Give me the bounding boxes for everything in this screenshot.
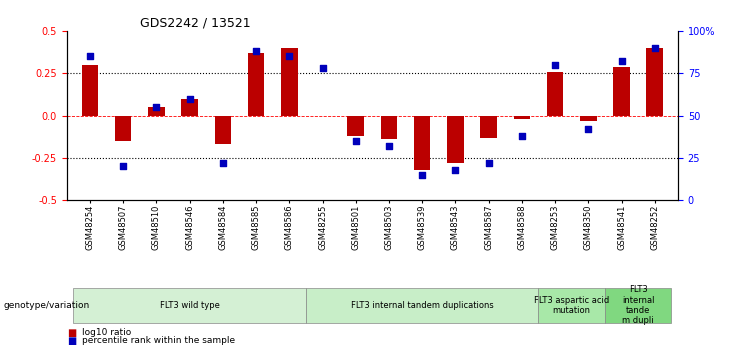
Text: FLT3 wild type: FLT3 wild type bbox=[159, 301, 219, 310]
Text: ■: ■ bbox=[67, 328, 76, 338]
Bar bbox=[247, 53, 265, 116]
Point bbox=[217, 160, 229, 166]
Point bbox=[482, 160, 494, 166]
Bar bbox=[82, 65, 99, 116]
Point bbox=[450, 167, 462, 172]
Text: FLT3 aspartic acid
mutation: FLT3 aspartic acid mutation bbox=[534, 296, 609, 315]
Point bbox=[383, 143, 395, 149]
Point bbox=[84, 54, 96, 59]
Text: ■: ■ bbox=[67, 336, 76, 345]
Point bbox=[549, 62, 561, 68]
Bar bbox=[414, 116, 431, 170]
Bar bbox=[447, 116, 464, 163]
Point bbox=[616, 59, 628, 64]
Bar bbox=[215, 116, 231, 144]
Point bbox=[150, 104, 162, 110]
Point bbox=[516, 133, 528, 139]
Bar bbox=[514, 116, 530, 119]
Point bbox=[250, 49, 262, 54]
Point bbox=[283, 54, 295, 59]
Bar bbox=[580, 116, 597, 121]
Bar bbox=[381, 116, 397, 139]
Text: genotype/variation: genotype/variation bbox=[4, 301, 90, 310]
Text: log10 ratio: log10 ratio bbox=[82, 328, 130, 337]
Bar bbox=[182, 99, 198, 116]
Point bbox=[117, 164, 129, 169]
Point bbox=[316, 66, 328, 71]
Bar bbox=[480, 116, 497, 138]
Bar bbox=[115, 116, 131, 141]
Bar bbox=[547, 72, 563, 116]
Bar bbox=[614, 67, 630, 116]
Bar bbox=[281, 48, 298, 116]
Text: FLT3
internal
tande
m dupli: FLT3 internal tande m dupli bbox=[622, 285, 654, 325]
Point bbox=[582, 126, 594, 132]
Point bbox=[350, 138, 362, 144]
Text: GDS2242 / 13521: GDS2242 / 13521 bbox=[140, 17, 250, 30]
Text: FLT3 internal tandem duplications: FLT3 internal tandem duplications bbox=[350, 301, 494, 310]
Text: percentile rank within the sample: percentile rank within the sample bbox=[82, 336, 235, 345]
Point bbox=[184, 96, 196, 101]
Bar bbox=[348, 116, 364, 136]
Bar bbox=[646, 48, 663, 116]
Point bbox=[416, 172, 428, 177]
Point bbox=[649, 45, 661, 51]
Bar bbox=[148, 107, 165, 116]
